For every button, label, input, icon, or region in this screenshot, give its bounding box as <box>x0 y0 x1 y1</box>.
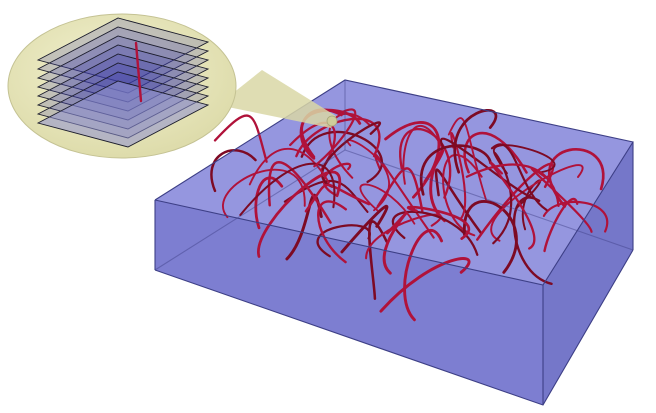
fiber <box>463 131 528 174</box>
fiber <box>222 168 306 219</box>
fiber <box>450 132 467 221</box>
fiber <box>419 144 492 196</box>
box-hidden-left-bottom-edge <box>154 149 346 271</box>
fiber <box>317 200 347 264</box>
box-right-face <box>543 142 633 405</box>
fiber <box>492 144 556 174</box>
box-edges <box>154 79 634 406</box>
fiber <box>304 183 371 213</box>
fiber <box>257 170 341 258</box>
fiber-network <box>210 108 609 322</box>
fiber <box>359 183 416 225</box>
inset-fiber <box>134 41 143 103</box>
fiber <box>210 149 257 193</box>
fiber <box>321 121 381 188</box>
callout-anchor-dot <box>326 115 338 127</box>
stack-layer <box>36 26 210 94</box>
fiber <box>489 161 536 250</box>
fiber <box>465 163 560 208</box>
magnifier-callout-icon <box>7 13 338 159</box>
fiber <box>382 211 408 275</box>
box-bottom-edge <box>154 249 634 406</box>
fiber <box>373 153 435 239</box>
fiber <box>399 127 452 199</box>
callout-pointer <box>218 70 336 128</box>
fiber <box>322 162 352 197</box>
fiber <box>340 204 389 254</box>
fiber <box>384 121 441 199</box>
fiber <box>379 257 471 313</box>
fiber <box>239 162 336 217</box>
layer-stack-icon <box>36 17 210 148</box>
fiber <box>440 137 533 199</box>
fiber <box>403 229 444 322</box>
fiber <box>542 200 609 233</box>
fiber <box>406 205 471 240</box>
fiber <box>447 117 487 201</box>
fiber <box>476 162 555 241</box>
fiber <box>283 179 369 213</box>
stack-layer <box>36 80 210 148</box>
box-hidden-bottom-edge <box>344 149 634 251</box>
fiber <box>490 164 584 242</box>
fiber <box>543 197 579 253</box>
fiber <box>213 114 268 163</box>
stack-layer <box>36 17 210 85</box>
fiber <box>313 108 357 168</box>
fiber <box>300 130 383 184</box>
box-front-face <box>155 200 543 405</box>
fiber <box>316 224 371 258</box>
fiber <box>453 108 498 174</box>
fiber <box>463 200 518 274</box>
